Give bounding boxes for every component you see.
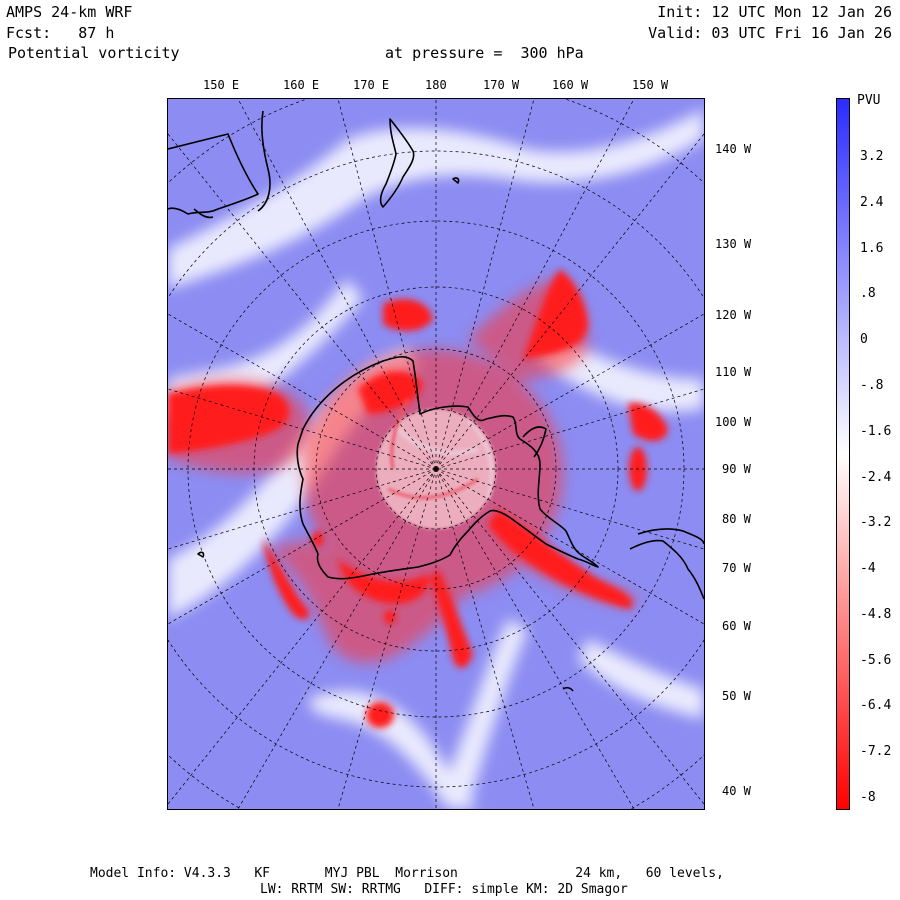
- colorbar-tick-label: 2.4: [860, 194, 884, 210]
- colorbar-tick-label: 1.6: [860, 240, 884, 256]
- colorbar-tick-label: -4: [860, 561, 876, 577]
- lon-label-right: 130 W: [715, 237, 752, 251]
- lon-label-right: 90 W: [722, 462, 751, 476]
- coastlines: [168, 110, 704, 692]
- lon-label-right: 80 W: [722, 512, 751, 526]
- colorbar-tick-label: 3.2: [860, 149, 884, 164]
- lon-label-top: 160 W: [552, 78, 589, 92]
- lon-label-right: 60 W: [722, 619, 751, 633]
- lon-label-right: 70 W: [722, 561, 751, 575]
- colorbar-tick-label: .8: [860, 286, 876, 302]
- colorbar-tick-label: -.8: [860, 377, 884, 393]
- pv-colorbar: [836, 98, 850, 810]
- lon-label-top: 160 E: [283, 78, 320, 92]
- colorbar-tick-label: -1.6: [860, 423, 892, 439]
- lon-label-top: 150 E: [203, 78, 240, 92]
- init-time: Init: 12 UTC Mon 12 Jan 26: [657, 3, 892, 21]
- lon-label-top: 150 W: [632, 78, 669, 92]
- colorbar-tick-label: -8: [860, 790, 876, 805]
- lon-label-top: 170 W: [483, 78, 520, 92]
- colorbar-tick-label: -7.2: [860, 744, 892, 760]
- lon-label-right: 120 W: [715, 308, 752, 322]
- colorbar-tick-label: -4.8: [860, 606, 892, 622]
- colorbar-unit: PVU: [857, 93, 881, 108]
- valid-time: Valid: 03 UTC Fri 16 Jan 26: [648, 24, 892, 42]
- pv-map: [167, 98, 705, 810]
- colorbar-tick-label: -6.4: [860, 698, 892, 714]
- colorbar-tick-label: -2.4: [860, 469, 892, 485]
- model-title: AMPS 24-km WRF: [6, 3, 133, 21]
- lon-label-top: 180: [425, 78, 447, 92]
- lon-label-right: 110 W: [715, 365, 752, 379]
- pressure-level: at pressure = 300 hPa: [385, 44, 584, 62]
- lat-lon-grid: [168, 99, 704, 809]
- lon-label-right: 140 W: [715, 142, 752, 156]
- lon-label-right: 50 W: [722, 689, 751, 703]
- model-info-line1: Model Info: V4.3.3 KF MYJ PBL Morrison 2…: [90, 866, 724, 881]
- lon-label-top: 170 E: [353, 78, 390, 92]
- pv-map-svg: [168, 99, 704, 809]
- field-name: Potential vorticity: [8, 44, 180, 62]
- forecast-hour: Fcst: 87 h: [6, 24, 115, 42]
- colorbar-tick-label: -3.2: [860, 515, 892, 531]
- colorbar-tick-label: 0: [860, 332, 868, 348]
- colorbar-tick-label: -5.6: [860, 652, 892, 668]
- high-pv-cores: [168, 269, 668, 728]
- model-info-line2: LW: RRTM SW: RRTMG DIFF: simple KM: 2D S…: [260, 882, 628, 897]
- lon-label-right: 100 W: [715, 415, 752, 429]
- lon-label-right: 40 W: [722, 784, 751, 798]
